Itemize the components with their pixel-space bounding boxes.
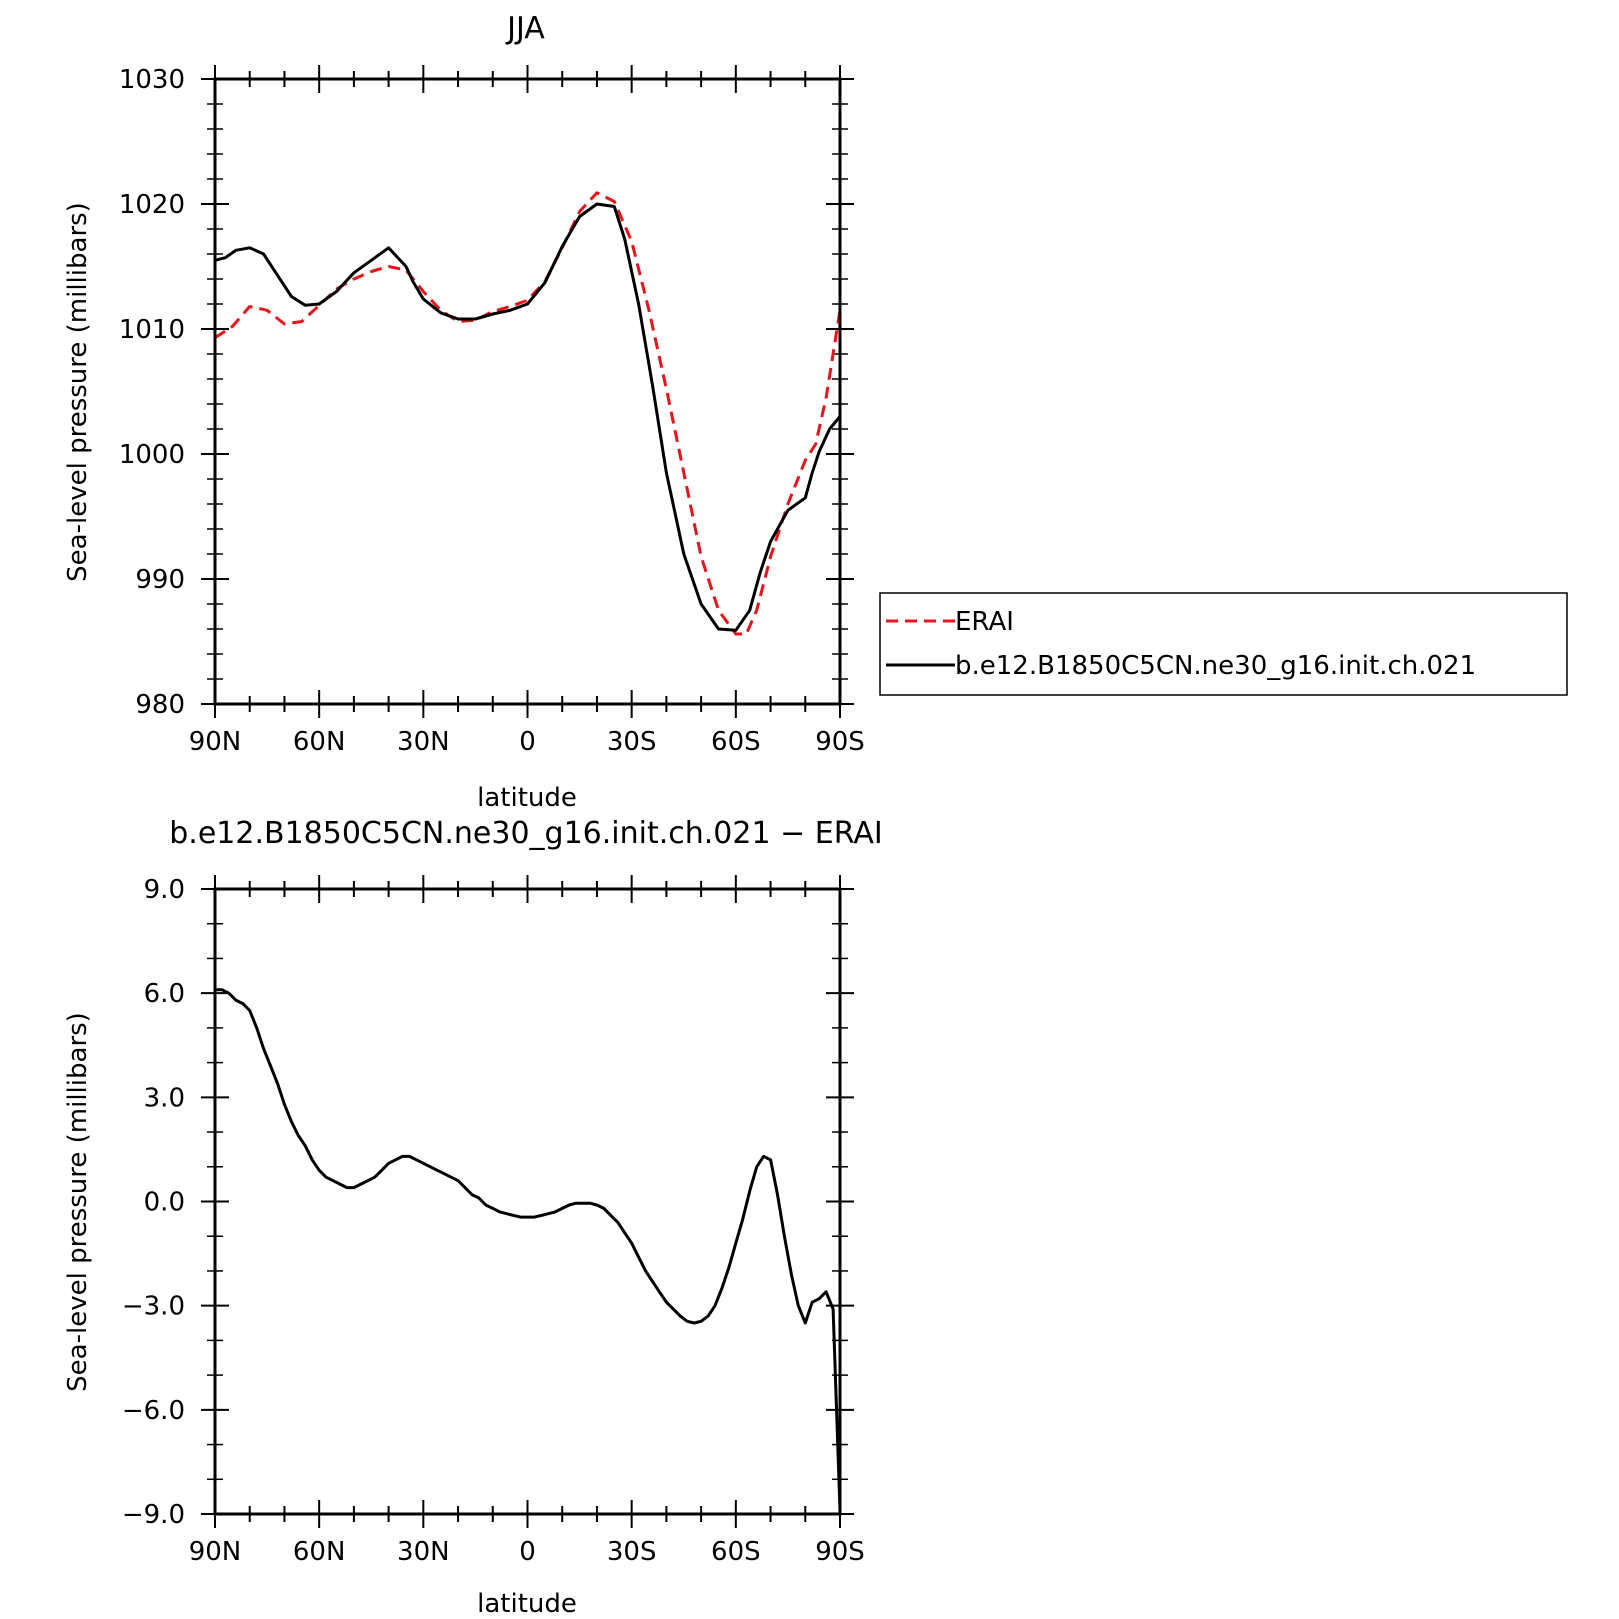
bottom-panel-y-tick-labels: −9.0 −6.0 −3.0 0.0 3.0 6.0 9.0 (122, 875, 185, 1530)
bottom-panel: b.e12.B1850C5CN.ne30_g16.init.ch.021 − E… (63, 816, 883, 1619)
top-panel-y-tick-labels: 980 990 1000 1010 1020 1030 (119, 65, 185, 720)
legend-box (879, 592, 1568, 696)
bottom-panel-title: b.e12.B1850C5CN.ne30_g16.init.ch.021 − E… (169, 816, 882, 851)
top-panel-x-axis-title: latitude (477, 783, 577, 813)
y-tick-label: 1010 (119, 315, 185, 345)
x-tick-label: 30N (397, 1537, 450, 1567)
y-tick-label: 6.0 (144, 979, 185, 1009)
y-tick-label: −6.0 (122, 1396, 185, 1426)
bottom-panel-ticks (201, 875, 854, 1528)
bottom-panel-x-axis-title: latitude (477, 1589, 577, 1619)
x-tick-label: 90N (189, 727, 242, 757)
top-panel-lines (213, 191, 842, 636)
y-tick-label: 9.0 (144, 875, 185, 905)
series-line-0 (213, 988, 842, 1512)
x-tick-label: 30S (607, 1537, 657, 1567)
x-tick-label: 30S (607, 727, 657, 757)
top-panel-frame (213, 77, 842, 706)
bottom-panel-lines (213, 988, 842, 1512)
bottom-panel-frame (213, 887, 842, 1516)
x-tick-label: 0 (519, 1537, 536, 1567)
x-tick-label: 90N (189, 1537, 242, 1567)
x-tick-label: 60S (711, 727, 761, 757)
x-tick-label: 0 (519, 727, 536, 757)
x-tick-label: 60N (293, 727, 346, 757)
x-tick-label: 90S (815, 727, 865, 757)
x-tick-label: 60N (293, 1537, 346, 1567)
legend-label-erai: ERAI (955, 607, 1014, 637)
y-tick-label: 0.0 (144, 1188, 185, 1218)
y-tick-label: 1030 (119, 65, 185, 95)
legend-label-model: b.e12.B1850C5CN.ne30_g16.init.ch.021 (955, 651, 1476, 681)
y-tick-label: −9.0 (122, 1500, 185, 1530)
y-tick-label: 3.0 (144, 1083, 185, 1113)
y-tick-label: 990 (135, 565, 185, 595)
bottom-panel-x-tick-labels: 90N 60N 30N 0 30S 60S 90S (189, 1537, 865, 1567)
y-tick-label: 1000 (119, 440, 185, 470)
series-line-1 (213, 202, 842, 632)
x-tick-label: 90S (815, 1537, 865, 1567)
top-panel-ticks (201, 65, 854, 718)
legend: ERAI b.e12.B1850C5CN.ne30_g16.init.ch.02… (879, 592, 1568, 696)
x-tick-label: 30N (397, 727, 450, 757)
y-tick-label: −3.0 (122, 1292, 185, 1322)
series-line-0 (214, 191, 842, 636)
y-tick-label: 1020 (119, 190, 185, 220)
top-panel-y-axis-title: Sea-level pressure (millibars) (63, 202, 93, 582)
top-panel: JJA 980 990 1000 1010 1020 1030 90N 60N 30N 0 30S… (63, 11, 865, 813)
y-tick-label: 980 (135, 690, 185, 720)
top-panel-title: JJA (505, 11, 545, 46)
bottom-panel-y-axis-title: Sea-level pressure (millibars) (63, 1012, 93, 1392)
x-tick-label: 60S (711, 1537, 761, 1567)
top-panel-x-tick-labels: 90N 60N 30N 0 30S 60S 90S (189, 727, 865, 757)
